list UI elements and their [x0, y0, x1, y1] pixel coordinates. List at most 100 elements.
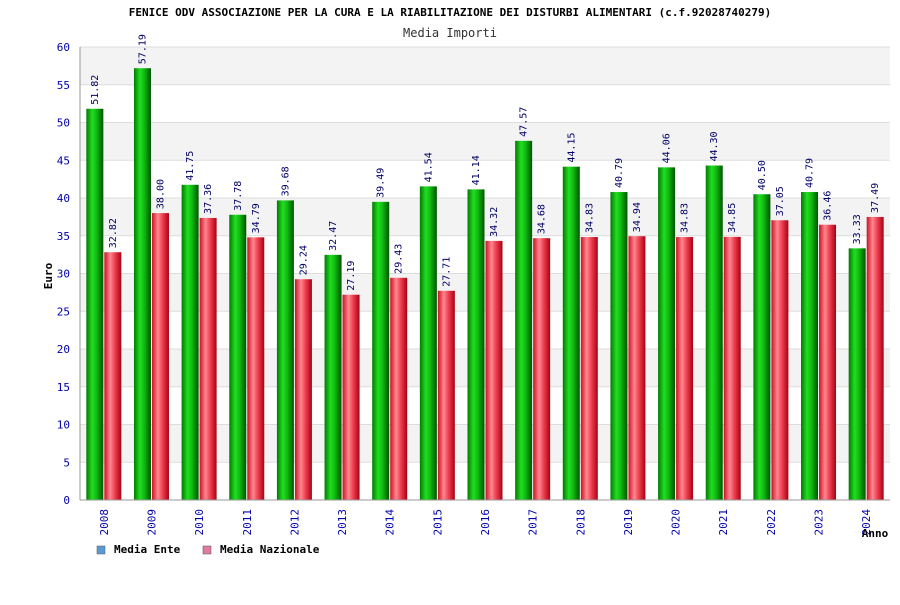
value-label-media-nazionale: 34.32 — [489, 207, 500, 237]
bar-media-ente — [658, 167, 676, 501]
y-tick-label: 30 — [57, 268, 70, 281]
chart-title: FENICE ODV ASSOCIAZIONE PER LA CURA E LA… — [129, 6, 771, 19]
bar-media-ente — [229, 214, 247, 501]
bar-media-ente — [848, 248, 866, 500]
y-tick-label: 20 — [57, 343, 70, 356]
bar-media-nazionale — [390, 277, 408, 500]
value-label-media-ente: 57.19 — [137, 34, 148, 64]
y-tick-label: 50 — [57, 117, 70, 130]
bar-media-nazionale — [580, 237, 598, 500]
bar-media-nazionale — [723, 236, 741, 500]
bar-media-nazionale — [819, 224, 837, 501]
bar-media-nazionale — [294, 279, 312, 500]
bar-media-nazionale — [151, 213, 169, 500]
value-label-media-ente: 41.14 — [471, 155, 482, 185]
x-tick-label: 2011 — [241, 509, 254, 536]
bar-media-nazionale — [676, 237, 694, 500]
bar-media-nazionale — [533, 238, 551, 500]
value-label-media-ente: 41.75 — [185, 151, 196, 181]
x-tick-label: 2014 — [384, 509, 397, 536]
value-labels: 51.82 32.82 57.19 38.00 41.75 37.36 37.78 34.79… — [90, 34, 881, 291]
bar-media-nazionale — [247, 237, 265, 500]
y-tick-label: 10 — [57, 419, 70, 432]
value-label-media-nazionale: 34.68 — [537, 204, 548, 234]
value-label-media-nazionale: 34.83 — [680, 203, 691, 233]
value-label-media-nazionale: 29.43 — [394, 244, 405, 274]
value-label-media-nazionale: 37.05 — [775, 186, 786, 216]
value-label-media-ente: 47.57 — [519, 107, 530, 137]
x-tick-label: 2021 — [717, 509, 730, 536]
value-label-media-nazionale: 34.94 — [632, 202, 643, 232]
bar-media-ente — [705, 165, 723, 500]
value-label-media-nazionale: 34.85 — [727, 203, 738, 233]
y-tick-label: 25 — [57, 305, 70, 318]
bar-media-nazionale — [437, 290, 455, 500]
y-tick-labels: 0 5 10 15 20 25 30 35 40 45 50 55 60 — [57, 41, 70, 507]
x-tick-label: 2020 — [670, 509, 683, 536]
value-label-media-nazionale: 34.79 — [251, 203, 262, 233]
legend-item-media-nazionale: Media Nazionale — [202, 543, 320, 556]
x-tick-label: 2022 — [765, 509, 778, 536]
value-label-media-ente: 44.15 — [566, 133, 577, 163]
value-label-media-nazionale: 34.83 — [584, 203, 595, 233]
x-tick-label: 2012 — [288, 509, 301, 536]
value-label-media-ente: 33.33 — [852, 214, 863, 244]
y-tick-label: 0 — [63, 494, 70, 507]
x-tick-label: 2008 — [98, 509, 111, 536]
axes — [79, 47, 890, 501]
bar-media-nazionale — [771, 220, 789, 500]
plot-band — [80, 122, 890, 161]
value-label-media-ente: 40.50 — [757, 160, 768, 190]
x-tick-label: 2010 — [193, 509, 206, 536]
bar-media-ente — [610, 192, 628, 500]
plot-band — [80, 84, 890, 123]
value-label-media-nazionale: 38.00 — [155, 179, 166, 209]
bar-media-ente — [753, 194, 771, 500]
value-label-media-ente: 44.30 — [709, 131, 720, 161]
value-label-media-ente: 39.49 — [376, 168, 387, 198]
legend-label: Media Nazionale — [220, 543, 320, 556]
x-tick-label: 2017 — [527, 509, 540, 536]
value-label-media-nazionale: 36.46 — [823, 191, 834, 221]
value-label-media-ente: 40.79 — [805, 158, 816, 188]
value-label-media-nazionale: 27.71 — [441, 257, 452, 287]
bar-media-nazionale — [485, 240, 503, 500]
x-tick-label: 2013 — [336, 509, 349, 536]
x-tick-label: 2019 — [622, 509, 635, 536]
bar-media-nazionale — [866, 216, 884, 500]
bar-media-ente — [372, 201, 390, 500]
legend-label: Media Ente — [114, 543, 181, 556]
value-label-media-ente: 51.82 — [90, 75, 101, 105]
bar-media-nazionale — [342, 294, 360, 500]
bar-media-ente — [419, 186, 437, 501]
plot-band — [80, 47, 890, 85]
plot-band — [80, 160, 890, 198]
y-tick-label: 5 — [63, 456, 70, 469]
y-tick-label: 15 — [57, 381, 70, 394]
value-label-media-ente: 41.54 — [423, 152, 434, 182]
bar-media-nazionale — [628, 236, 646, 500]
y-tick-label: 60 — [57, 41, 70, 54]
x-tick-labels: 2008 2009 2010 2011 2012 2013 2014 2015 2016 2017… — [98, 509, 873, 536]
bar-media-nazionale — [199, 217, 217, 500]
x-tick-label: 2024 — [860, 509, 873, 536]
bar-media-ente — [801, 192, 819, 500]
bar-media-ente — [515, 140, 533, 500]
value-label-media-nazionale: 29.24 — [298, 245, 309, 275]
bar-media-nazionale — [104, 252, 122, 500]
value-label-media-nazionale: 37.49 — [870, 183, 881, 213]
x-tick-label: 2009 — [145, 509, 158, 536]
x-tick-label: 2016 — [479, 509, 492, 536]
bar-media-ente — [133, 68, 151, 500]
bar-media-ente — [86, 108, 104, 500]
x-tick-label: 2018 — [574, 509, 587, 536]
x-axis-label: Anno — [862, 527, 889, 540]
value-label-media-nazionale: 37.36 — [203, 184, 214, 214]
value-label-media-nazionale: 32.82 — [108, 218, 119, 248]
y-axis-label: Euro — [42, 262, 55, 289]
value-label-media-ente: 44.06 — [662, 133, 673, 163]
y-tick-label: 55 — [57, 79, 70, 92]
chart-subtitle: Media Importi — [403, 26, 497, 40]
legend-swatch — [96, 545, 106, 555]
